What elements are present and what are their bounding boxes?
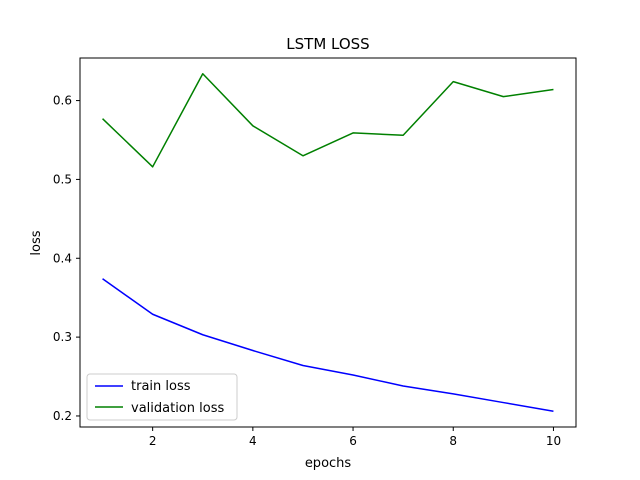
x-tick-label: 6	[349, 434, 357, 448]
series-line-validation-loss	[102, 73, 554, 168]
y-tick-label: 0.2	[53, 409, 72, 423]
legend-box	[86, 373, 238, 421]
series-line-train-loss	[102, 278, 554, 412]
y-tick-label: 0.6	[53, 94, 72, 108]
legend: train loss validation loss	[86, 373, 238, 421]
y-tick-label: 0.5	[53, 172, 72, 186]
y-axis-label: loss	[29, 230, 44, 255]
legend-label-validation-loss: validation loss	[131, 401, 224, 416]
axes-frame	[79, 57, 577, 428]
x-axis-label: epochs	[305, 456, 352, 471]
chart-title: LSTM LOSS	[286, 35, 369, 53]
y-tick-label: 0.3	[53, 330, 72, 344]
x-tick-label: 10	[546, 434, 561, 448]
plot-area	[79, 57, 577, 428]
y-axis-ticks: 0.2 0.3 0.4 0.5 0.6	[53, 94, 80, 423]
x-tick-label: 8	[449, 434, 457, 448]
series-group	[102, 73, 554, 412]
x-axis-ticks: 2 4 6 8 10	[149, 427, 561, 448]
legend-label-train-loss: train loss	[131, 379, 191, 394]
x-tick-label: 2	[149, 434, 157, 448]
x-tick-label: 4	[249, 434, 257, 448]
y-tick-label: 0.4	[53, 251, 72, 265]
